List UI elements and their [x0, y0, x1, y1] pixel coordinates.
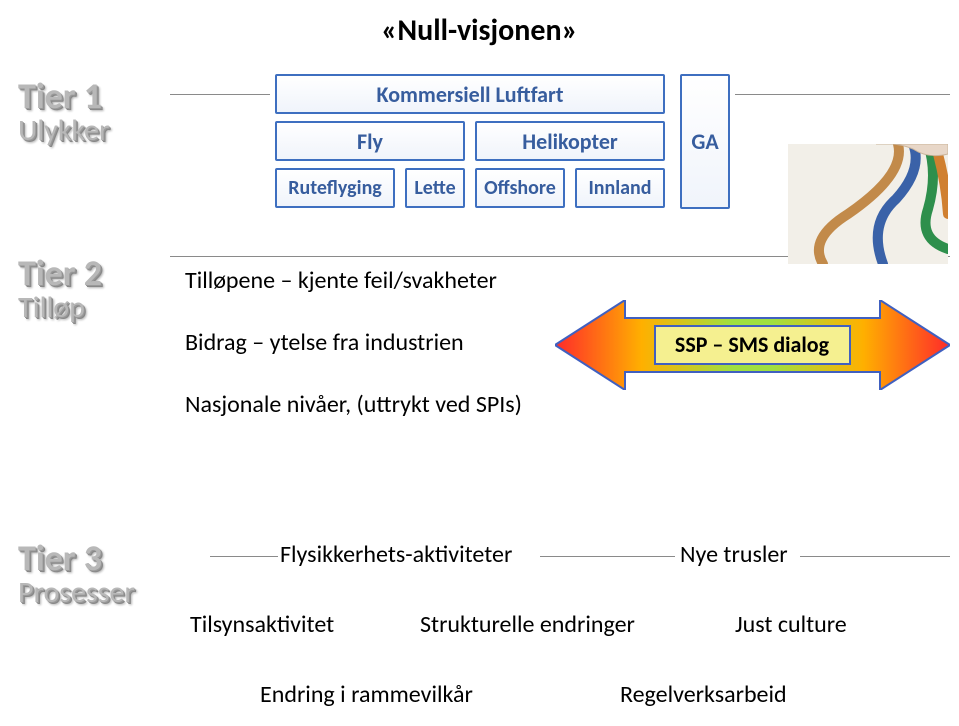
box-ga: GA: [680, 74, 730, 209]
box-ruteflyging: Ruteflyging: [275, 168, 395, 208]
box-helikopter: Helikopter: [475, 121, 665, 161]
tier2-sub: Tilløp: [18, 293, 102, 323]
box-kommersiell-luftfart: Kommersiell Luftfart: [275, 74, 665, 114]
tier3-nye-trusler: Nye trusler: [680, 540, 788, 569]
tier1-name: Tier 1: [18, 78, 109, 114]
arrow-label: SSP – SMS dialog: [675, 331, 830, 358]
tier3-regelverk: Regelverksarbeid: [620, 680, 787, 709]
tier3-name: Tier 3: [18, 540, 135, 576]
tier2-line-tillopene: Tilløpene – kjente feil/svakheter: [185, 266, 497, 295]
tier3-just-culture: Just culture: [735, 610, 847, 639]
divider: [540, 556, 675, 557]
dialog-arrow: SSP – SMS dialog: [555, 300, 950, 390]
tier2-label: Tier 2 Tilløp: [18, 255, 102, 323]
box-offshore: Offshore: [475, 168, 565, 208]
tier3-flysikkerhets: Flysikkerhets-aktiviteter: [280, 540, 512, 569]
divider: [170, 94, 270, 95]
divider: [735, 94, 950, 95]
box-lette: Lette: [405, 168, 465, 208]
divider: [210, 556, 278, 557]
tier1-sub: Ulykker: [18, 116, 109, 146]
tier2-name: Tier 2: [18, 255, 102, 291]
tier2-line-nasjonale: Nasjonale nivåer, (uttrykt ved SPIs): [185, 390, 522, 419]
tier3-strukturelle: Strukturelle endringer: [420, 610, 635, 639]
cable-image: [788, 144, 948, 264]
tier1-label: Tier 1 Ulykker: [18, 78, 109, 146]
divider: [800, 556, 950, 557]
box-fly: Fly: [275, 121, 465, 161]
tier3-tilsynsaktivitet: Tilsynsaktivitet: [190, 610, 334, 639]
tier3-sub: Prosesser: [18, 578, 135, 608]
tier2-line-bidrag: Bidrag – ytelse fra industrien: [185, 328, 464, 357]
page-title: «Null-visjonen»: [0, 12, 959, 49]
box-innland: Innland: [575, 168, 665, 208]
tier3-label: Tier 3 Prosesser: [18, 540, 135, 608]
tier3-endring: Endring i rammevilkår: [260, 680, 473, 709]
